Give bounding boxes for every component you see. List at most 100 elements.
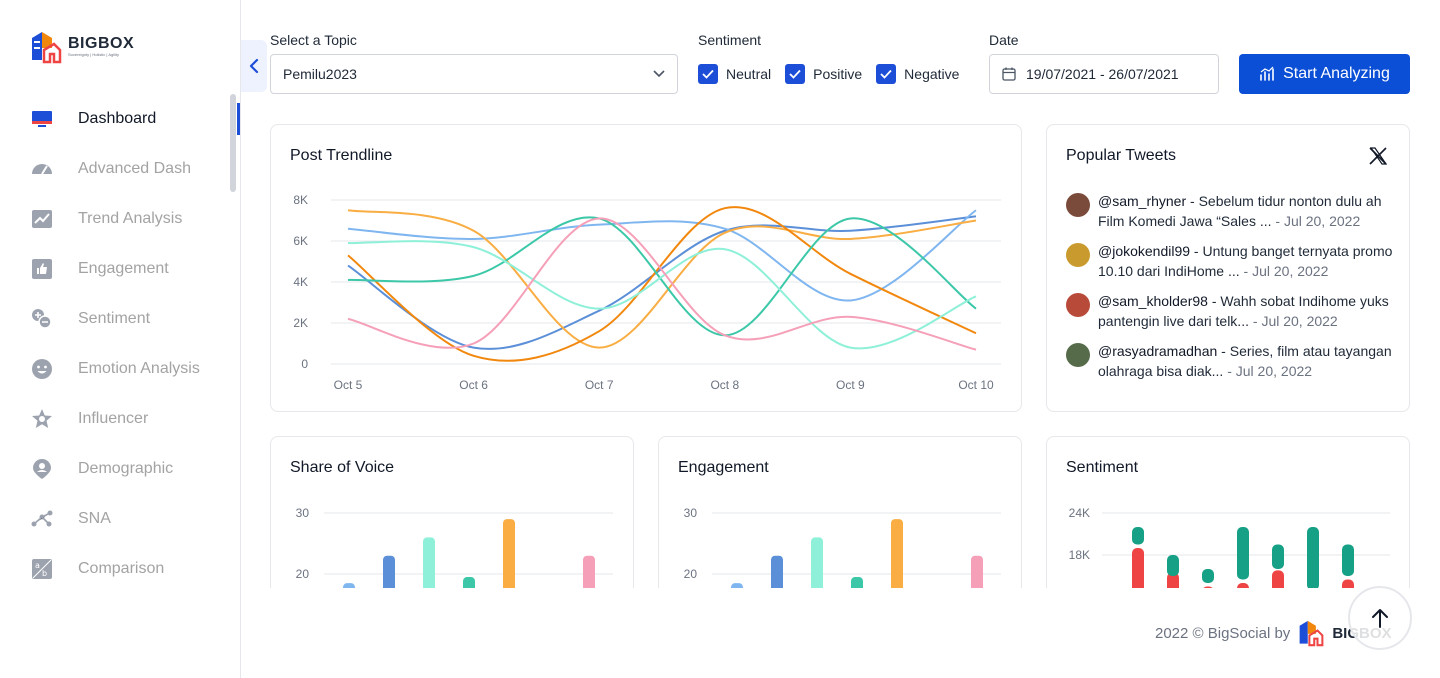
star-badge-icon — [30, 407, 54, 431]
sentiment-bar-positive[interactable] — [1272, 544, 1284, 570]
tweet-item[interactable]: @sam_rhyner - Sebelum tidur nonton dulu … — [1066, 191, 1396, 241]
x-tick-label: Oct 6 — [459, 378, 488, 392]
bar[interactable] — [583, 555, 595, 588]
checkbox-positive[interactable]: Positive — [785, 64, 862, 84]
sentiment-bar-negative[interactable] — [1202, 586, 1214, 589]
sidebar-item-label: Dashboard — [78, 110, 157, 127]
tweet-item[interactable]: @rasyadramadhan - Series, film atau taya… — [1066, 341, 1396, 391]
sentiment-bar-positive[interactable] — [1202, 569, 1214, 583]
scroll-to-top-button[interactable] — [1348, 586, 1412, 650]
y-tick-label: 4K — [293, 275, 308, 289]
sentiment-title: Sentiment — [1066, 459, 1139, 476]
trend-series-line-2[interactable] — [347, 209, 977, 349]
sidebar-item-emotion-analysis[interactable]: Emotion Analysis — [0, 344, 240, 394]
trend-series-line-4[interactable] — [347, 216, 977, 337]
bar[interactable] — [463, 577, 475, 588]
sidebar-item-dashboard[interactable]: Dashboard — [0, 94, 240, 144]
bar[interactable] — [343, 583, 355, 588]
tweet-user[interactable]: @sam_kholder98 — [1098, 293, 1208, 309]
topic-select[interactable]: Pemilu2023 — [270, 54, 678, 94]
bar[interactable] — [851, 577, 863, 588]
checkbox-label: Negative — [904, 66, 960, 82]
sidebar: BIGBOX Sovereignty | Holistic | Agility … — [0, 0, 241, 678]
chevron-left-icon — [249, 58, 259, 74]
avatar — [1066, 293, 1090, 317]
sentiment-bar-negative[interactable] — [1132, 548, 1144, 588]
bar[interactable] — [891, 519, 903, 588]
tweet-user[interactable]: @jokokendil99 — [1098, 243, 1191, 259]
start-analyzing-button[interactable]: Start Analyzing — [1239, 54, 1410, 94]
tweet-user[interactable]: @sam_rhyner — [1098, 193, 1187, 209]
sidebar-item-label: Advanced Dash — [78, 160, 191, 177]
tweet-date: Jul 20, 2022 — [1283, 213, 1361, 229]
sidebar-item-comparison[interactable]: a b Comparison — [0, 544, 240, 594]
sidebar-item-label: Trend Analysis — [78, 210, 183, 227]
sidebar-item-demographic[interactable]: Demographic — [0, 444, 240, 494]
trend-series-line-6[interactable] — [347, 217, 977, 351]
x-tick-label: Oct 5 — [334, 378, 363, 392]
sidebar-item-advanced-dash[interactable]: Advanced Dash — [0, 144, 240, 194]
engagement-title: Engagement — [678, 459, 769, 476]
bar[interactable] — [383, 555, 395, 588]
tweet-text: Series, film atau tayangan olahraga bisa… — [1098, 343, 1392, 379]
sentiment-bar-negative[interactable] — [1167, 572, 1179, 589]
sidebar-item-label: Emotion Analysis — [78, 360, 200, 377]
sentiment-card: Sentiment 24K 18K — [1046, 436, 1410, 606]
sentiment-bar-positive[interactable] — [1132, 527, 1144, 545]
sentiment-bar-negative[interactable] — [1237, 583, 1249, 588]
x-tick-label: Oct 10 — [958, 378, 994, 392]
post-trendline-card: Post Trendline 0 2K 4K 6K 8K Oct 5 Oct 6 Oct 7 O… — [270, 124, 1022, 412]
sidebar-item-label: Engagement — [78, 260, 169, 277]
trend-series-line-3[interactable] — [347, 206, 977, 362]
network-icon — [30, 507, 54, 531]
sidebar-item-trend-analysis[interactable]: Trend Analysis — [0, 194, 240, 244]
sidebar-item-sna[interactable]: SNA — [0, 494, 240, 544]
tweet-item[interactable]: @jokokendil99 - Untung banget ternyata p… — [1066, 241, 1396, 291]
sidebar-scrollbar[interactable] — [230, 94, 236, 192]
start-analyzing-label: Start Analyzing — [1283, 65, 1390, 82]
trend-series-line-5[interactable] — [347, 240, 977, 350]
tweet-text: Untung banget ternyata promo 10.10 dari … — [1098, 243, 1393, 279]
calendar-icon — [1002, 67, 1016, 81]
sentiment-bar-positive[interactable] — [1307, 527, 1319, 588]
tweet-date-sep: - — [1223, 363, 1236, 379]
tweet-user[interactable]: @rasyadramadhan — [1098, 343, 1218, 359]
checkmark-icon[interactable] — [785, 64, 806, 84]
sentiment-bar-positive[interactable] — [1342, 544, 1354, 577]
checkmark-icon[interactable] — [876, 64, 897, 84]
sidebar-item-engagement[interactable]: Engagement — [0, 244, 240, 294]
bar[interactable] — [971, 555, 983, 588]
sentiment-bar-positive[interactable] — [1237, 527, 1249, 580]
sentiment-bar-negative[interactable] — [1272, 570, 1284, 588]
bar[interactable] — [771, 555, 783, 588]
bar[interactable] — [503, 519, 515, 588]
sidebar-item-label: Influencer — [78, 410, 149, 427]
sidebar-item-influencer[interactable]: Influencer — [0, 394, 240, 444]
trend-series-line-0[interactable] — [347, 215, 977, 350]
x-twitter-icon[interactable] — [1369, 147, 1387, 165]
tweet-date: Jul 20, 2022 — [1252, 263, 1329, 279]
collapse-sidebar-button[interactable] — [241, 40, 267, 92]
brand-name: BIGBOX — [68, 35, 135, 52]
checkmark-icon[interactable] — [698, 64, 718, 84]
sentiment-bar-positive[interactable] — [1167, 555, 1179, 576]
bar[interactable] — [811, 537, 823, 588]
monitor-icon — [30, 107, 54, 131]
bar[interactable] — [423, 537, 435, 588]
thumbs-up-icon — [30, 257, 54, 281]
share-of-voice-card: Share of Voice 30 20 — [270, 436, 634, 606]
bar[interactable] — [731, 583, 743, 588]
trend-series-line-1[interactable] — [347, 209, 977, 302]
date-range-input[interactable]: 19/07/2021 - 26/07/2021 — [989, 54, 1219, 94]
sidebar-item-sentiment[interactable]: Sentiment — [0, 294, 240, 344]
checkbox-neutral[interactable]: Neutral — [698, 64, 771, 84]
tweet-item[interactable]: @sam_kholder98 - Wahh sobat Indihome yuk… — [1066, 291, 1396, 341]
share-of-voice-title: Share of Voice — [290, 459, 395, 476]
smiley-icon — [30, 357, 54, 381]
sentiment-bar-negative[interactable] — [1342, 579, 1354, 589]
checkbox-negative[interactable]: Negative — [876, 64, 959, 84]
brand-logo[interactable]: BIGBOX Sovereignty | Holistic | Agility — [30, 30, 134, 64]
date-range-value: 19/07/2021 - 26/07/2021 — [1026, 66, 1179, 82]
